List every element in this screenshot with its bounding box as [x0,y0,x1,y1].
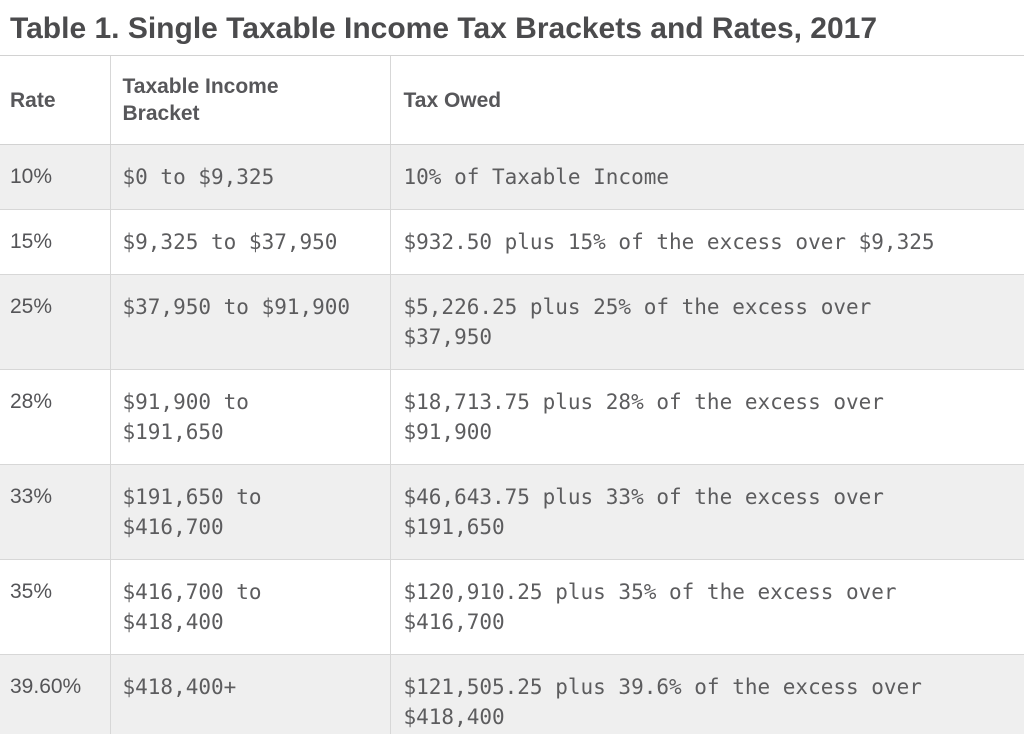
table-row: 10% $0 to $9,325 10% of Taxable Income [0,144,1024,210]
tax-owed-cell: $932.50 plus 15% of the excess over $9,3… [389,209,1024,275]
table-body: 10% $0 to $9,325 10% of Taxable Income 1… [0,144,1024,734]
rate-cell: 35% [0,559,110,655]
table-title: Table 1. Single Taxable Income Tax Brack… [10,12,878,45]
tax-brackets-table: Rate Taxable Income Bracket Tax Owed 10%… [0,55,1024,734]
tax-owed-cell: $5,226.25 plus 25% of the excess over $3… [389,274,1024,370]
bracket-cell: $9,325 to $37,950 [109,209,390,275]
tax-owed-cell: $46,643.75 plus 33% of the excess over $… [389,464,1024,560]
tax-owed-cell: $120,910.25 plus 35% of the excess over … [389,559,1024,655]
table-row: 33% $191,650 to $416,700 $46,643.75 plus… [0,464,1024,560]
tax-owed-cell: $121,505.25 plus 39.6% of the excess ove… [389,654,1024,734]
bracket-cell: $0 to $9,325 [109,144,390,210]
column-header-rate: Rate [0,55,110,145]
bracket-cell: $416,700 to $418,400 [109,559,390,655]
tax-owed-cell: 10% of Taxable Income [389,144,1024,210]
table-title-bar: Table 1. Single Taxable Income Tax Brack… [0,0,1024,55]
bracket-cell: $37,950 to $91,900 [109,274,390,370]
bracket-cell: $418,400+ [109,654,390,734]
header-row: Rate Taxable Income Bracket Tax Owed [0,55,1024,145]
bracket-cell: $191,650 to $416,700 [109,464,390,560]
table-row: 15% $9,325 to $37,950 $932.50 plus 15% o… [0,209,1024,275]
table-row: 35% $416,700 to $418,400 $120,910.25 plu… [0,559,1024,655]
rate-cell: 15% [0,209,110,275]
bracket-cell: $91,900 to $191,650 [109,369,390,465]
rate-cell: 10% [0,144,110,210]
table-row: 28% $91,900 to $191,650 $18,713.75 plus … [0,369,1024,465]
rate-cell: 33% [0,464,110,560]
table-row: 39.60% $418,400+ $121,505.25 plus 39.6% … [0,654,1024,734]
table-row: 25% $37,950 to $91,900 $5,226.25 plus 25… [0,274,1024,370]
table-header: Rate Taxable Income Bracket Tax Owed [0,55,1024,145]
column-header-taxable-income-bracket: Taxable Income Bracket [109,55,390,145]
tax-owed-cell: $18,713.75 plus 28% of the excess over $… [389,369,1024,465]
column-header-tax-owed: Tax Owed [389,55,1024,145]
rate-cell: 39.60% [0,654,110,734]
rate-cell: 28% [0,369,110,465]
rate-cell: 25% [0,274,110,370]
